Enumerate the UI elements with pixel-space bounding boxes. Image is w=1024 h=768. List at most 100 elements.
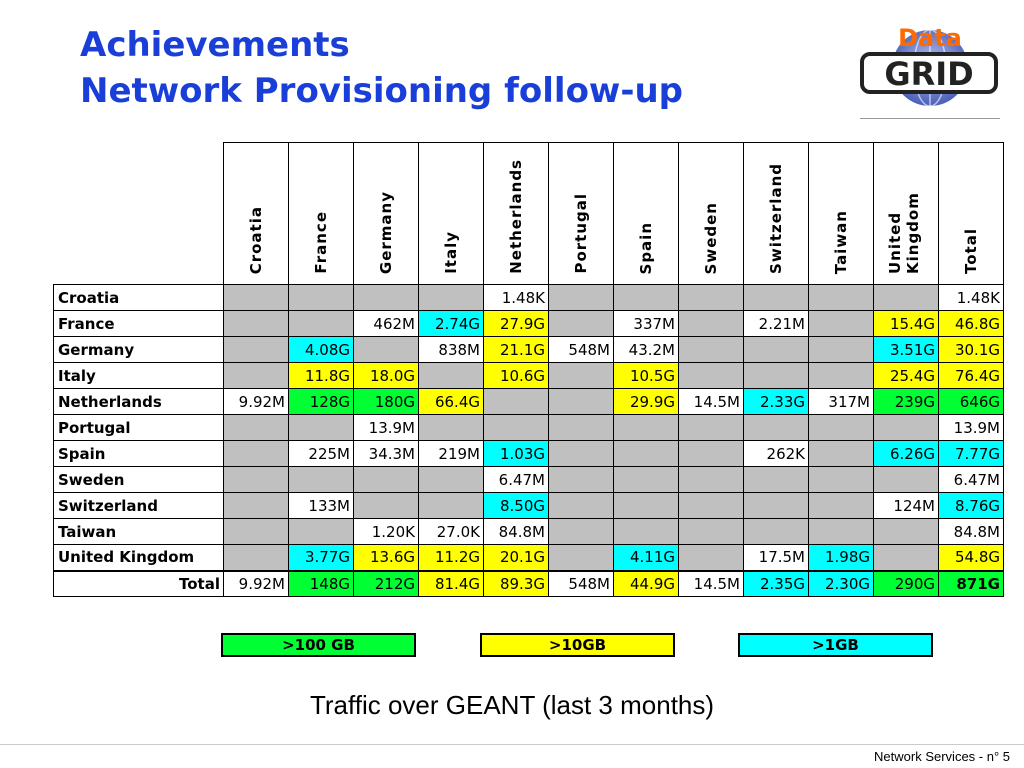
table-cell: 25.4G: [873, 362, 939, 389]
table-cell: 2.35G: [743, 569, 809, 597]
table-cell: 317M: [808, 388, 874, 415]
row-header: Germany: [53, 336, 224, 363]
table-cell: [288, 414, 354, 441]
table-cell: [288, 310, 354, 337]
column-header-row: Croatia France Germany Italy Netherlands Port…: [53, 142, 1004, 285]
column-header-label: Germany: [377, 190, 395, 274]
table-cell: 54.8G: [938, 544, 1004, 571]
table-cell: [808, 336, 874, 363]
table-cell: [548, 388, 614, 415]
table-cell: [613, 440, 679, 467]
table-cell: [223, 544, 289, 571]
row-header: Croatia: [53, 284, 224, 311]
table-cell: [808, 466, 874, 493]
table-cell: [873, 466, 939, 493]
title-line-2: Network Provisioning follow-up: [80, 71, 683, 111]
table-cell: [808, 362, 874, 389]
table-cell: 34.3M: [353, 440, 419, 467]
table-cell: [548, 414, 614, 441]
matrix-body: Croatia 1.48K 1.48K France 462M 2.74G 27.9G 337…: [53, 284, 1004, 597]
chart-caption: Traffic over GEANT (last 3 months): [309, 690, 715, 720]
table-cell: 239G: [873, 388, 939, 415]
table-cell: 6.47M: [938, 466, 1004, 493]
table-cell: 84.8M: [938, 518, 1004, 545]
column-header: Italy: [418, 142, 484, 285]
table-cell: [548, 440, 614, 467]
row-header: Total: [53, 569, 224, 597]
column-header: Netherlands: [483, 142, 549, 285]
table-cell: 76.4G: [938, 362, 1004, 389]
column-header: Germany: [353, 142, 419, 285]
table-cell: 262K: [743, 440, 809, 467]
table-cell: [353, 336, 419, 363]
table-cell: [873, 518, 939, 545]
logo-word-grid: GRID: [884, 55, 973, 93]
table-cell: 128G: [288, 388, 354, 415]
table-row: Switzerland 133M 8.50G 124M 8.76G: [53, 492, 1004, 519]
table-cell: 13.9M: [353, 414, 419, 441]
column-header-label: Portugal: [572, 193, 590, 274]
title-line-1: Achievements: [80, 25, 350, 65]
table-cell: 124M: [873, 492, 939, 519]
table-cell: 2.21M: [743, 310, 809, 337]
table-cell: 1.98G: [808, 544, 874, 571]
table-cell: 1.48K: [938, 284, 1004, 311]
table-cell: 27.0K: [418, 518, 484, 545]
table-cell: 8.76G: [938, 492, 1004, 519]
table-cell: 15.4G: [873, 310, 939, 337]
table-cell: [743, 466, 809, 493]
table-cell: [223, 284, 289, 311]
table-cell: 646G: [938, 388, 1004, 415]
table-cell: 14.5M: [678, 569, 744, 597]
table-cell: 8.50G: [483, 492, 549, 519]
table-cell: [548, 466, 614, 493]
table-cell: [223, 440, 289, 467]
table-row: Sweden 6.47M 6.47M: [53, 466, 1004, 493]
table-cell: [353, 466, 419, 493]
legend-over-1gb: >1GB: [738, 633, 933, 657]
table-cell: [223, 310, 289, 337]
table-cell: 6.26G: [873, 440, 939, 467]
table-cell: [223, 362, 289, 389]
logo-underline: [860, 118, 1000, 119]
table-cell: 20.1G: [483, 544, 549, 571]
row-header: Taiwan: [53, 518, 224, 545]
table-cell: 30.1G: [938, 336, 1004, 363]
total-row: Total 9.92M 148G 212G 81.4G 89.3G 548M 44.9G 14.…: [53, 569, 1004, 597]
table-cell: 225M: [288, 440, 354, 467]
table-row: France 462M 2.74G 27.9G 337M 2.21M 15.4G 46.8G: [53, 310, 1004, 337]
table-cell: [743, 336, 809, 363]
table-cell: [613, 518, 679, 545]
table-cell: [418, 284, 484, 311]
table-cell: [548, 492, 614, 519]
table-cell: 29.9G: [613, 388, 679, 415]
table-cell: [418, 362, 484, 389]
table-cell: 548M: [548, 569, 614, 597]
table-cell: 462M: [353, 310, 419, 337]
table-cell: 219M: [418, 440, 484, 467]
table-row: Netherlands 9.92M 128G 180G 66.4G 29.9G 14.5M 2…: [53, 388, 1004, 415]
column-header-label: Switzerland: [767, 163, 785, 274]
column-header: Spain: [613, 142, 679, 285]
table-cell: 13.9M: [938, 414, 1004, 441]
table-cell: [223, 336, 289, 363]
table-cell: [548, 362, 614, 389]
row-header: United Kingdom: [53, 544, 224, 571]
table-cell: 290G: [873, 569, 939, 597]
corner-cell: [53, 142, 224, 285]
table-cell: 1.20K: [353, 518, 419, 545]
slide-footer: Network Services - n° 5: [874, 749, 1010, 764]
table-cell: 89.3G: [483, 569, 549, 597]
column-header-label: France: [312, 211, 330, 274]
table-cell: [353, 492, 419, 519]
table-cell: 337M: [613, 310, 679, 337]
table-cell: [288, 518, 354, 545]
table-cell: [678, 440, 744, 467]
table-cell: [613, 284, 679, 311]
column-header-label: Spain: [637, 221, 655, 274]
legend-over-10gb: >10GB: [480, 633, 675, 657]
table-cell: [353, 284, 419, 311]
table-row: United Kingdom 3.77G 13.6G 11.2G 20.1G 4.11G 1…: [53, 544, 1004, 571]
table-cell: [548, 310, 614, 337]
table-cell: 84.8M: [483, 518, 549, 545]
